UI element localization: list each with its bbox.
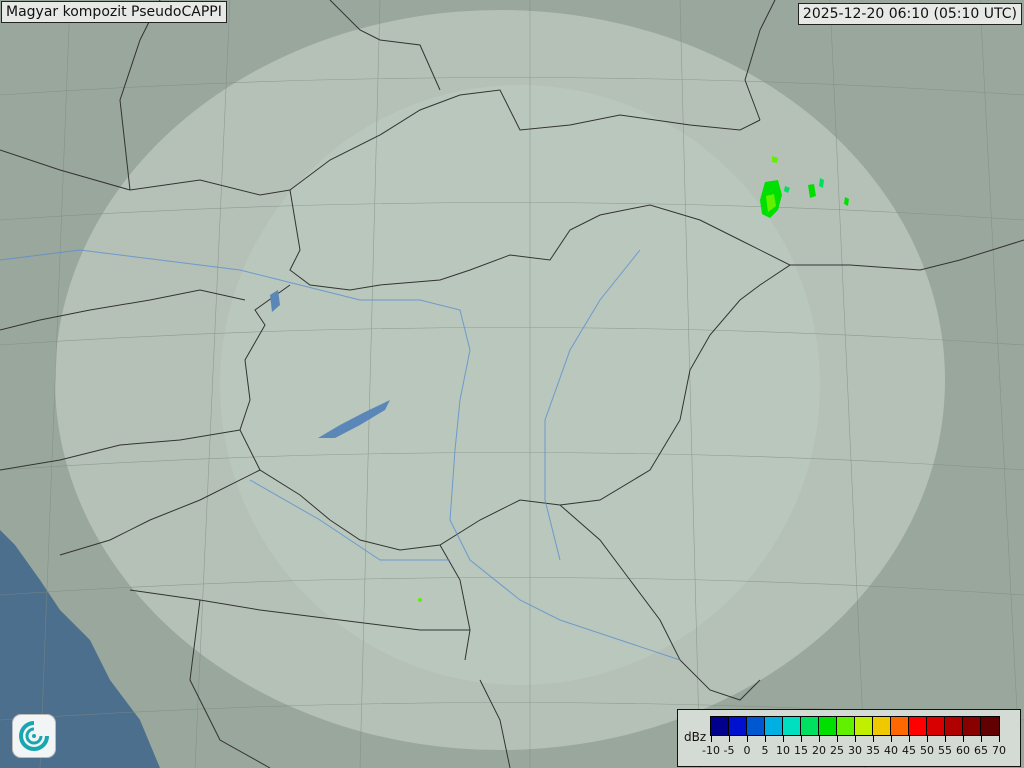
legend-tick-label: 55	[938, 744, 952, 757]
swirl-logo-icon	[12, 714, 56, 758]
rivers	[0, 249, 681, 661]
legend-bin	[891, 717, 909, 735]
legend-bin	[927, 717, 945, 735]
echo-cell	[772, 156, 778, 163]
sea	[0, 530, 160, 768]
legend-tick-label: 70	[992, 744, 1006, 757]
echo-cell	[418, 598, 422, 602]
legend-unit: dBz	[684, 730, 707, 744]
radar-echoes	[418, 156, 849, 602]
legend-tick-mark	[837, 736, 838, 742]
legend-tick-mark	[747, 736, 748, 742]
legend-tick-label: 65	[974, 744, 988, 757]
legend-tick-label: 5	[761, 744, 769, 757]
legend-tick-label: -10	[702, 744, 720, 757]
legend-bin	[801, 717, 819, 735]
legend-bin	[873, 717, 891, 735]
legend-tick-mark	[729, 736, 730, 742]
legend-tick-label: 0	[743, 744, 751, 757]
product-title: Magyar kompozit PseudoCAPPI	[1, 1, 227, 23]
legend-bin	[981, 717, 999, 735]
legend-tick-mark	[801, 736, 802, 742]
legend-bin	[945, 717, 963, 735]
echo-cluster	[766, 194, 776, 212]
legend-tick-mark	[765, 736, 766, 742]
legend-tick-mark	[855, 736, 856, 742]
legend-bin	[747, 717, 765, 735]
legend-tick-label: -5	[723, 744, 735, 757]
legend-bin	[729, 717, 747, 735]
echo-cell	[808, 184, 816, 198]
legend-tick-label: 20	[812, 744, 826, 757]
legend-color-bins	[710, 716, 1000, 736]
legend-tick-label: 35	[866, 744, 880, 757]
legend-bin	[909, 717, 927, 735]
legend-tick-mark	[981, 736, 982, 742]
legend-tick-mark	[909, 736, 910, 742]
legend-tick-label: 60	[956, 744, 970, 757]
legend-tick-label: 30	[848, 744, 862, 757]
legend-bin	[765, 717, 783, 735]
legend-tick-mark	[999, 736, 1000, 742]
legend-bin	[711, 717, 729, 735]
legend-tick-label: 10	[776, 744, 790, 757]
legend-tick-mark	[891, 736, 892, 742]
echo-cell	[844, 197, 849, 206]
dbz-color-legend: dBz -10 -5 0 5 10 15 20 25 30 35 40 45 50 55 60 65 70	[677, 709, 1021, 767]
echo-cell	[819, 178, 824, 188]
legend-tick-mark	[783, 736, 784, 742]
legend-tick-label: 40	[884, 744, 898, 757]
legend-tick-label: 50	[920, 744, 934, 757]
legend-tick-label: 45	[902, 744, 916, 757]
legend-tick-label: 25	[830, 744, 844, 757]
lake-neusiedl	[270, 290, 280, 312]
echo-cell	[784, 186, 790, 193]
radar-coverage-inner	[220, 85, 820, 685]
legend-bin	[963, 717, 981, 735]
lake-balaton	[318, 400, 390, 438]
legend-bin	[819, 717, 837, 735]
legend-bin	[837, 717, 855, 735]
legend-tick-mark	[945, 736, 946, 742]
radar-coverage-area	[55, 10, 945, 750]
legend-tick-label: 15	[794, 744, 808, 757]
legend-bin	[855, 717, 873, 735]
legend-tick-mark	[819, 736, 820, 742]
legend-tick-mark	[927, 736, 928, 742]
legend-tick-mark	[963, 736, 964, 742]
timestamp: 2025-12-20 06:10 (05:10 UTC)	[797, 3, 1022, 25]
legend-tick-mark	[873, 736, 874, 742]
legend-bin	[783, 717, 801, 735]
legend-tick-mark	[711, 736, 712, 742]
